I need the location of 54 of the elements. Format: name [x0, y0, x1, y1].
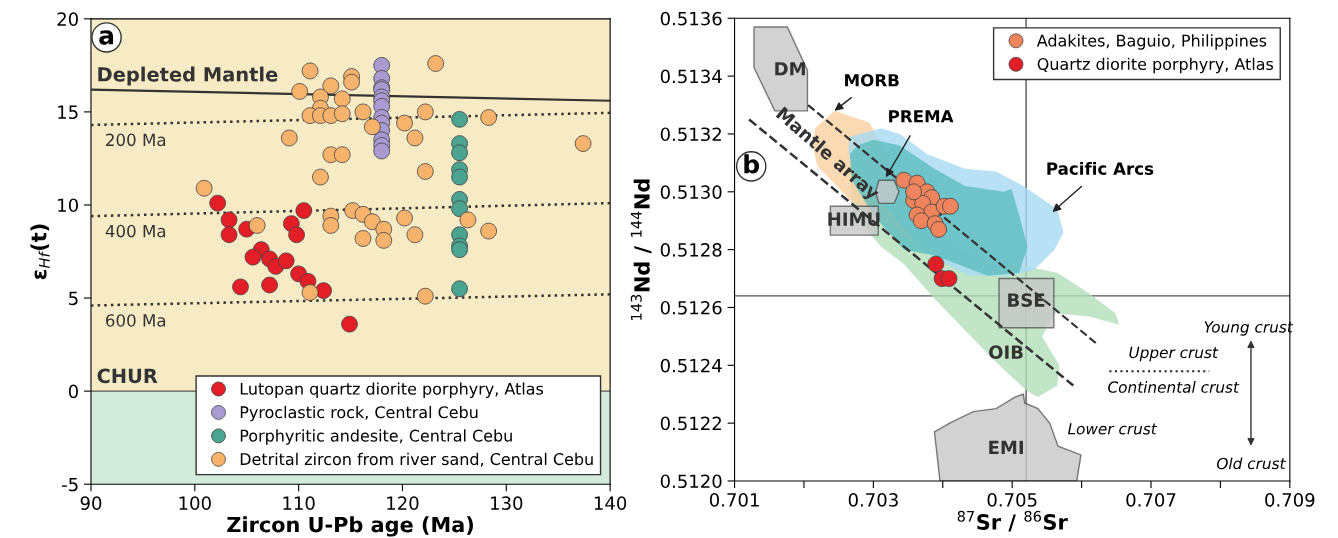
x-tick-label: 0.707	[1126, 493, 1176, 507]
y-tick-label: 0.5120	[660, 474, 722, 489]
y-tick-label: 0.5132	[660, 127, 721, 142]
annotation: BSE	[1008, 293, 1045, 307]
series-label: 200 Ma	[106, 133, 166, 147]
ref-line-label: CHUR	[97, 368, 158, 384]
annotation: EMI	[989, 440, 1023, 455]
legend-label: Porphyritic andesite, Central Cebu	[240, 429, 512, 445]
y-tick-label: 0.5130	[660, 185, 722, 199]
y-tick-label: 0.5134	[660, 69, 722, 84]
annotation: DM	[775, 62, 805, 76]
annotation: OIB	[989, 345, 1023, 359]
y-tick-label: 20	[57, 12, 78, 26]
x-tick-label: 140	[594, 496, 627, 510]
series-label: Depleted Mantle	[98, 66, 278, 86]
y-tick-label: 15	[58, 105, 78, 120]
y-tick-label: 5	[69, 291, 78, 306]
y-tick-label: -5	[62, 477, 78, 492]
y-tick-label: 0.5126	[660, 300, 722, 315]
annotation: MORB	[845, 73, 899, 87]
legend-label: Quartz diorite porphyry, Atlas	[1037, 57, 1274, 74]
y-axis-title: ε$_{Hf}$(t)	[30, 224, 50, 280]
x-tick-label: 0.709	[1265, 493, 1315, 507]
y-tick-label: 0	[68, 384, 78, 399]
series-label: 400 Ma	[105, 224, 166, 238]
legend-label: Adakites, Baguio, Philippines	[1036, 34, 1267, 50]
y-tick-label: 0.5136	[660, 11, 722, 26]
annotation: a	[99, 30, 114, 45]
x-tick-label: 0.705	[987, 493, 1037, 507]
x-tick-label: 0.703	[848, 493, 898, 507]
x-tick-label: 130	[491, 496, 523, 510]
y-tick-label: 0.5124	[660, 358, 722, 373]
x-tick-label: 120	[387, 496, 419, 510]
annotation: Pacific Arcs	[1047, 161, 1154, 175]
x-axis-title: $^{87}$Sr / $^{86}$Sr	[957, 510, 1068, 532]
x-tick-label: 0.701	[709, 493, 759, 507]
annotation: Upper crust	[1129, 346, 1219, 362]
series-label: 600 Ma	[106, 314, 166, 327]
annotation: Continental crust	[1108, 381, 1240, 393]
legend-label: Detrital zircon from river sand, Central Cebu	[240, 452, 593, 467]
annotation: Old crust	[1217, 457, 1286, 470]
annotation: b	[744, 154, 760, 174]
y-tick-label: 0.5122	[660, 416, 721, 431]
legend-label: Pyroclastic rock, Central Cebu	[240, 405, 478, 422]
x-tick-label: 90	[80, 496, 102, 510]
y-axis-title: $^{143}$Nd / $^{144}$Nd	[630, 179, 652, 320]
x-tick-label: 100	[179, 496, 211, 510]
x-axis-title: Zircon U-Pb age (Ma)	[227, 516, 473, 537]
y-tick-label: 0.5128	[660, 243, 722, 257]
annotation: Lower crust	[1067, 423, 1158, 435]
legend-label: Lutopan quartz diorite porphyry, Atlas	[240, 382, 544, 398]
annotation: PREMA	[889, 110, 954, 123]
x-tick-label: 110	[283, 496, 315, 510]
y-tick-label: 10	[58, 198, 78, 213]
